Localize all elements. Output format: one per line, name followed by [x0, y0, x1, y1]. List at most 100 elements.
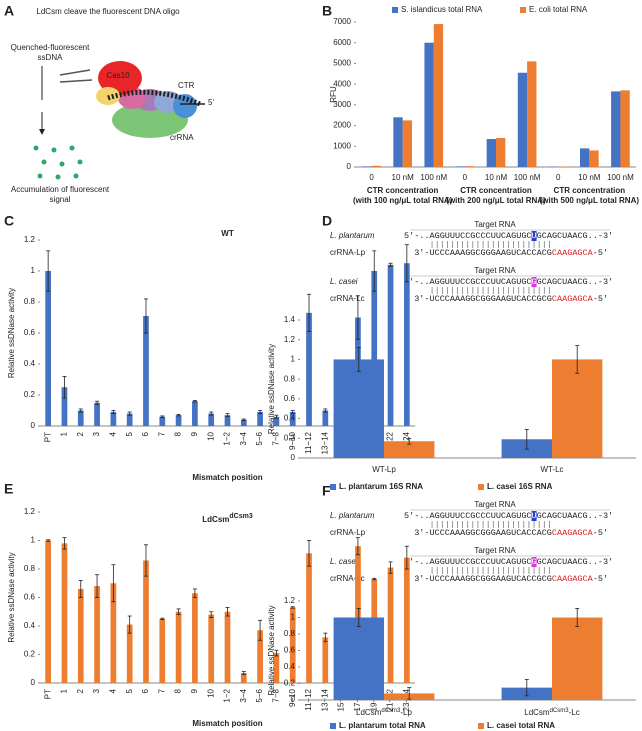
seq-part: 3'-UCCCAAAGGCGGGAAGUCACCACG	[414, 528, 552, 538]
bar	[322, 637, 329, 683]
x-tick-label: 1	[60, 688, 69, 693]
x-tick-label: 10 nM	[578, 173, 601, 182]
y-tick-label: 0.6	[284, 646, 296, 655]
x-tick-label: 2	[76, 688, 85, 693]
seq-part: -5'	[593, 574, 608, 584]
y-tick-label: 0.8	[284, 629, 296, 638]
bar	[208, 614, 215, 683]
y-tick-label: 0.6	[24, 328, 36, 337]
y-tick-label: 0.2	[24, 650, 36, 659]
seq-header: Target RNA	[474, 546, 516, 555]
bar	[240, 673, 247, 683]
bar	[464, 166, 475, 167]
bar	[175, 611, 182, 683]
y-tick-label: 0.8	[24, 297, 36, 306]
y-tick-label: 1.2	[284, 335, 296, 344]
seq-part: U	[532, 511, 537, 521]
legend-swatch	[478, 484, 484, 490]
bar	[371, 271, 378, 426]
seq-part: GCAGCUAACG..-3'	[537, 231, 614, 241]
bar	[455, 166, 465, 167]
x-tick-label: WT-Lp	[372, 465, 396, 474]
x-tick-label: 8	[174, 688, 183, 693]
x-tick-label: 11−12	[304, 431, 313, 453]
bar	[143, 315, 149, 426]
bar	[208, 413, 215, 426]
bar	[403, 557, 410, 683]
y-tick-label: 0.2	[284, 679, 296, 688]
seq-header: Target RNA	[474, 266, 516, 275]
x-tick-label: 2	[76, 431, 85, 436]
crrna-name: crRNA-Lc	[330, 574, 365, 583]
bar	[387, 567, 394, 683]
seq-header: Target RNA	[474, 220, 516, 229]
legend-swatch	[392, 7, 398, 13]
x-tick-label: WT-Lc	[540, 465, 563, 474]
bar	[552, 617, 603, 700]
x-tick-label: 7−8	[272, 688, 281, 702]
panel-label: A	[4, 3, 14, 19]
y-tick-label: 0.6	[24, 593, 36, 602]
bar	[620, 90, 630, 167]
bar	[387, 264, 394, 426]
x-tick-label: 1	[60, 431, 69, 436]
bar	[77, 410, 84, 426]
bar	[273, 653, 280, 683]
mismatch-highlight	[531, 231, 537, 241]
bar	[110, 583, 117, 683]
bar	[527, 61, 537, 167]
target-seq: 5'-..AGGUUUCCGCCCUUCAGUGCUGCAGCUAACG..-3…	[404, 231, 613, 241]
x-tick-label: 3−4	[239, 431, 248, 445]
seq-part: -5'	[593, 528, 608, 538]
x-axis-label: Mismatch position	[192, 719, 262, 728]
bar	[433, 24, 444, 168]
x-tick-label: PT	[43, 689, 52, 699]
seq-part: G	[532, 277, 537, 287]
seq-part: 3'-UCCCAAAGGCGGGAAGUCACCGCG	[414, 574, 552, 584]
bar	[355, 546, 361, 683]
x-tick-label: 10	[206, 431, 215, 440]
x-tick-label: 0	[463, 173, 468, 182]
chart-title: WT	[221, 229, 234, 238]
label-base: LdCsm	[356, 708, 382, 717]
x-tick-label: 9	[190, 688, 199, 693]
bar	[224, 415, 231, 426]
y-tick-label: 0.8	[24, 564, 36, 573]
mismatch-highlight	[531, 557, 537, 567]
seq-part: G	[532, 557, 537, 567]
x-tick-label: 9	[190, 431, 199, 436]
species-label: L. plantarum	[330, 231, 375, 240]
panel-label: F	[322, 483, 331, 499]
mismatch-highlight	[531, 277, 537, 287]
group-label: CTR concentration	[554, 186, 626, 195]
y-tick-label: 1	[31, 266, 36, 275]
target-seq: 5'-..AGGUUUCCGCCCUUCAGUGCGGCAGCUAACG..-3…	[404, 277, 613, 287]
bar	[126, 413, 133, 426]
bar	[611, 91, 621, 167]
signal-label: signal	[50, 195, 71, 204]
label-suffix: -Lp	[400, 708, 412, 717]
title-main: WT	[221, 229, 234, 238]
x-tick-label: 5−6	[255, 431, 264, 445]
crrna-name: crRNA-Lc	[330, 294, 365, 303]
legend-label: L. plantarum 16S RNA	[339, 482, 423, 491]
legend-label: L. casei 16S RNA	[487, 482, 553, 491]
seq-part: GCAGCUAACG..-3'	[537, 511, 614, 521]
cas10-label: Cas10	[106, 71, 130, 80]
bar	[61, 543, 68, 683]
seq-part: CAAGAGCA	[552, 294, 594, 304]
bar	[45, 271, 52, 426]
x-tick-label: 7	[157, 431, 166, 436]
bar	[517, 72, 528, 167]
bar	[552, 359, 603, 458]
bar	[257, 412, 263, 426]
y-tick-label: 0.4	[284, 662, 296, 671]
label-sup: dCsm3	[550, 708, 570, 714]
bar	[306, 312, 312, 426]
title-sup: dCsm3	[229, 513, 252, 520]
seq-part: CAAGAGCA	[552, 528, 594, 538]
seq-part: 5'-..AGGUUUCCGCCCUUCAGUGC	[404, 557, 532, 567]
bar	[126, 624, 133, 683]
x-tick-label: 0	[556, 173, 561, 182]
bar	[496, 138, 506, 167]
